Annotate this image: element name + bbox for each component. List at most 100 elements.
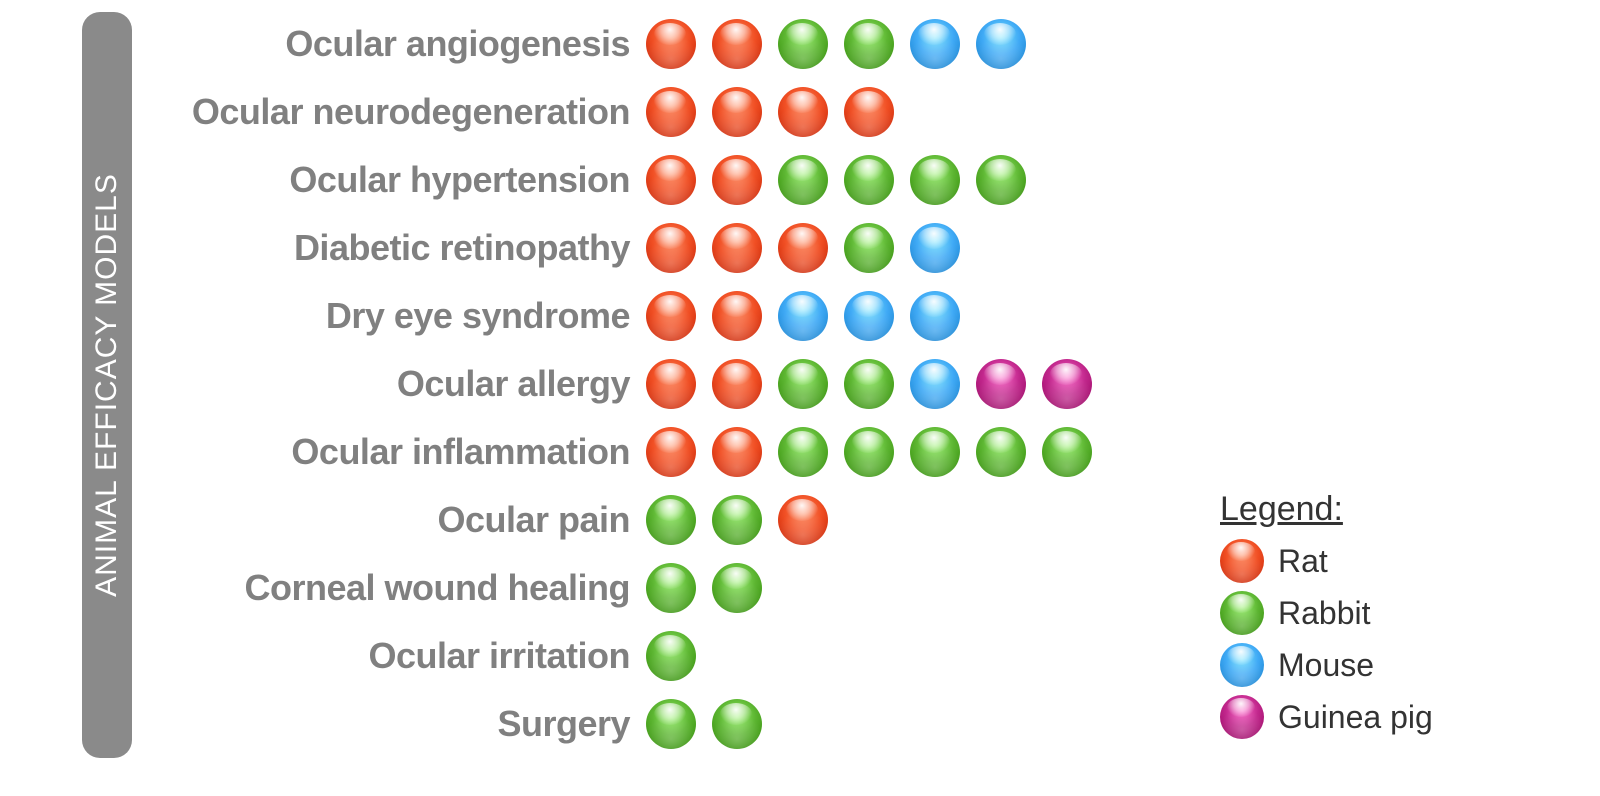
row-label: Ocular angiogenesis [150, 23, 640, 65]
row-label: Dry eye syndrome [150, 295, 640, 337]
mouse-dot [910, 291, 960, 341]
rabbit-dot [778, 427, 828, 477]
rat-dot [712, 155, 762, 205]
row-label: Ocular irritation [150, 635, 640, 677]
row-dots [640, 155, 1026, 205]
row-dots [640, 359, 1092, 409]
rat-dot [1220, 539, 1264, 583]
row-label: Ocular pain [150, 499, 640, 541]
rabbit-dot [844, 223, 894, 273]
rabbit-dot [712, 699, 762, 749]
row-label: Ocular neurodegeneration [150, 91, 640, 133]
legend-label: Rat [1278, 543, 1328, 580]
rabbit-dot [712, 495, 762, 545]
legend-item: Rat [1220, 539, 1490, 583]
row-dots [640, 19, 1026, 69]
chart-container: ANIMAL EFFICACY MODELS Ocular angiogenes… [0, 0, 1600, 796]
row-label: Ocular hypertension [150, 159, 640, 201]
rabbit-dot [646, 563, 696, 613]
mouse-dot [910, 223, 960, 273]
legend: Legend: Rat Rabbit Mouse Guinea pig [1220, 490, 1490, 747]
rat-dot [646, 19, 696, 69]
data-row: Ocular pain [150, 486, 1150, 554]
data-row: Surgery [150, 690, 1150, 758]
row-dots [640, 495, 828, 545]
rabbit-dot [976, 427, 1026, 477]
rabbit-dot [646, 495, 696, 545]
rat-dot [712, 223, 762, 273]
data-row: Diabetic retinopathy [150, 214, 1150, 282]
row-label: Ocular inflammation [150, 431, 640, 473]
guinea_pig-dot [1042, 359, 1092, 409]
rat-dot [712, 19, 762, 69]
rat-dot [712, 427, 762, 477]
rabbit-dot [910, 427, 960, 477]
data-row: Ocular hypertension [150, 146, 1150, 214]
rabbit-dot [712, 563, 762, 613]
rabbit-dot [844, 427, 894, 477]
mouse-dot [1220, 643, 1264, 687]
rabbit-dot [1042, 427, 1092, 477]
row-label: Ocular allergy [150, 363, 640, 405]
row-dots [640, 563, 762, 613]
rat-dot [712, 87, 762, 137]
rabbit-dot [976, 155, 1026, 205]
row-label: Diabetic retinopathy [150, 227, 640, 269]
mouse-dot [778, 291, 828, 341]
row-label: Surgery [150, 703, 640, 745]
row-dots [640, 699, 762, 749]
rat-dot [646, 155, 696, 205]
rabbit-dot [778, 359, 828, 409]
row-dots [640, 631, 696, 681]
mouse-dot [910, 359, 960, 409]
mouse-dot [910, 19, 960, 69]
rabbit-dot [646, 631, 696, 681]
legend-title: Legend: [1220, 490, 1490, 529]
legend-label: Mouse [1278, 647, 1374, 684]
row-dots [640, 291, 960, 341]
mouse-dot [844, 291, 894, 341]
side-label: ANIMAL EFFICACY MODELS [82, 12, 132, 758]
row-label: Corneal wound healing [150, 567, 640, 609]
rabbit-dot [910, 155, 960, 205]
rat-dot [646, 87, 696, 137]
rat-dot [712, 291, 762, 341]
rabbit-dot [778, 155, 828, 205]
legend-label: Rabbit [1278, 595, 1371, 632]
rat-dot [646, 427, 696, 477]
data-row: Ocular inflammation [150, 418, 1150, 486]
legend-label: Guinea pig [1278, 699, 1433, 736]
data-row: Ocular neurodegeneration [150, 78, 1150, 146]
data-row: Dry eye syndrome [150, 282, 1150, 350]
rat-dot [778, 495, 828, 545]
rat-dot [646, 359, 696, 409]
rabbit-dot [844, 359, 894, 409]
rabbit-dot [778, 19, 828, 69]
legend-item: Guinea pig [1220, 695, 1490, 739]
data-row: Corneal wound healing [150, 554, 1150, 622]
rows-region: Ocular angiogenesis Ocular neurodegenerat… [150, 10, 1150, 758]
legend-items: Rat Rabbit Mouse Guinea pig [1220, 539, 1490, 739]
side-label-text: ANIMAL EFFICACY MODELS [90, 173, 124, 597]
row-dots [640, 223, 960, 273]
mouse-dot [976, 19, 1026, 69]
rat-dot [712, 359, 762, 409]
rabbit-dot [1220, 591, 1264, 635]
rabbit-dot [646, 699, 696, 749]
rat-dot [778, 87, 828, 137]
rat-dot [646, 291, 696, 341]
rabbit-dot [844, 155, 894, 205]
rat-dot [646, 223, 696, 273]
legend-item: Rabbit [1220, 591, 1490, 635]
data-row: Ocular angiogenesis [150, 10, 1150, 78]
rat-dot [844, 87, 894, 137]
data-row: Ocular allergy [150, 350, 1150, 418]
rat-dot [778, 223, 828, 273]
guinea_pig-dot [976, 359, 1026, 409]
legend-item: Mouse [1220, 643, 1490, 687]
row-dots [640, 427, 1092, 477]
guinea_pig-dot [1220, 695, 1264, 739]
data-row: Ocular irritation [150, 622, 1150, 690]
row-dots [640, 87, 894, 137]
rabbit-dot [844, 19, 894, 69]
